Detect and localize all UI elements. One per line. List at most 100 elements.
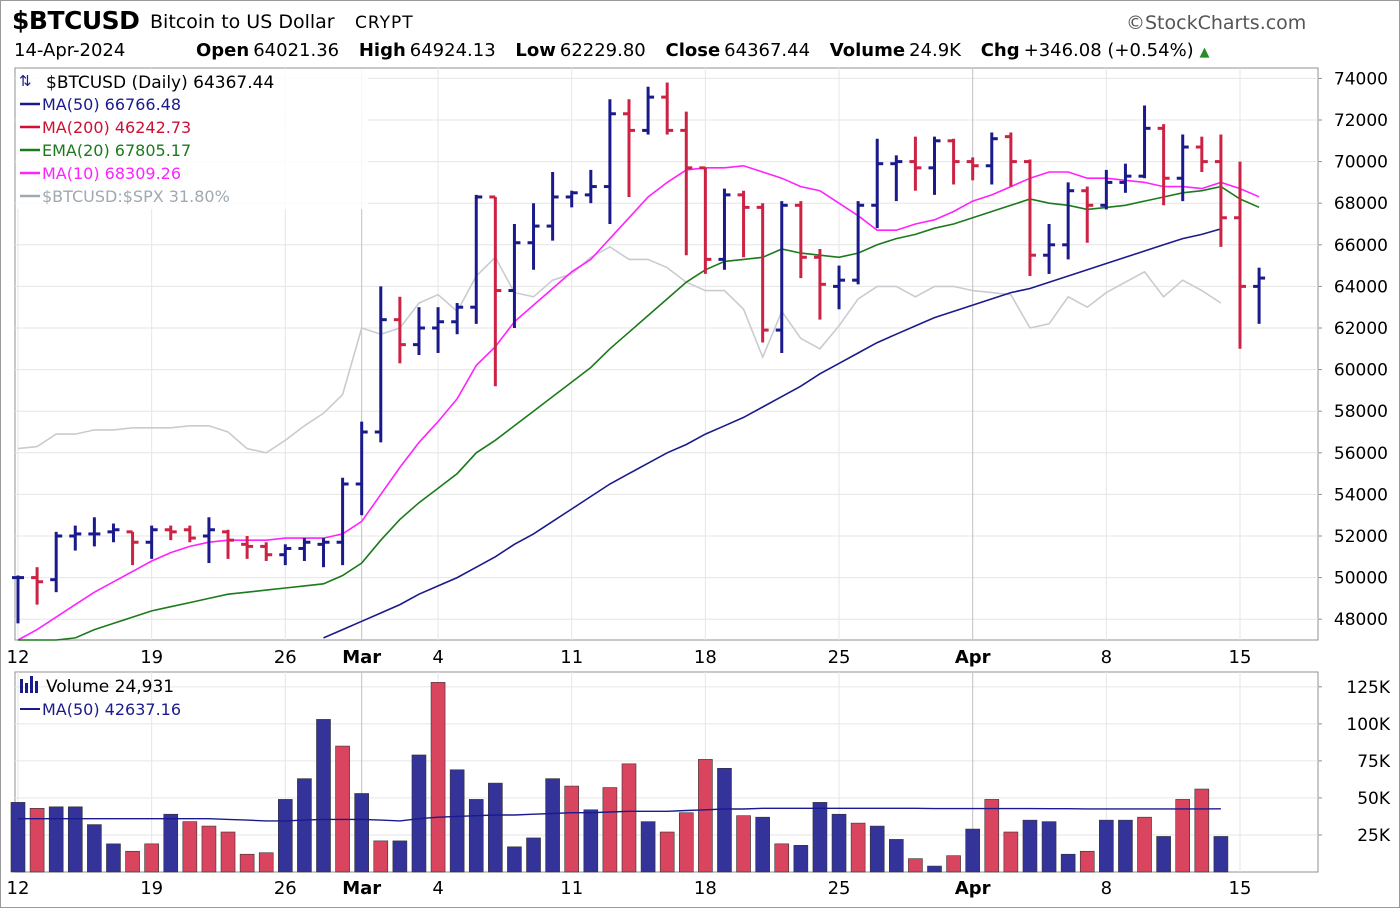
volume-bar bbox=[182, 821, 198, 873]
ohlc-bar bbox=[794, 201, 807, 279]
symbol-description: Bitcoin to US Dollar bbox=[150, 11, 335, 33]
volume-bar bbox=[468, 799, 484, 873]
price-x-tick: 18 bbox=[694, 647, 717, 668]
volume-y-tick: 75K bbox=[1357, 752, 1391, 772]
ohlc-bar bbox=[623, 99, 635, 197]
ohlc-bar bbox=[661, 82, 674, 135]
volume-bar bbox=[1175, 799, 1191, 873]
volume-bar bbox=[1060, 853, 1076, 873]
volume-panel: 25K 50K 75K 100K 125K 12 19 26 Mar 4 11 18 25 Apr 8 15… bbox=[7, 671, 1391, 899]
volume-bar bbox=[163, 813, 179, 873]
ohlc-bar bbox=[680, 111, 693, 256]
price-legend-title: $BTCUSD (Daily) 64367.44 bbox=[46, 73, 274, 93]
volume-bar bbox=[392, 840, 408, 873]
volume-bar bbox=[1022, 819, 1038, 873]
high-value: 64924.13 bbox=[409, 40, 496, 61]
volume-bar bbox=[965, 828, 980, 873]
change-value: +346.08 (+0.54%) bbox=[1023, 40, 1194, 61]
ohlc-bar bbox=[1157, 124, 1170, 206]
volume-bar bbox=[640, 821, 656, 873]
volume-bar bbox=[278, 799, 293, 873]
volume-legend-icon-bar4 bbox=[35, 681, 38, 693]
price-series--btcusd-spx bbox=[17, 245, 1222, 454]
volume-x-tick: 12 bbox=[7, 878, 30, 899]
volume-bar bbox=[545, 778, 560, 873]
price-x-tick: 26 bbox=[274, 647, 297, 668]
volume-bar bbox=[659, 831, 675, 873]
ohlc-bar bbox=[756, 203, 769, 343]
volume-bar bbox=[908, 858, 923, 873]
volume-bar bbox=[335, 745, 350, 873]
price-ohlc-bars bbox=[12, 82, 1266, 624]
ohlc-bar bbox=[584, 169, 597, 204]
low-value: 62229.80 bbox=[559, 40, 646, 61]
price-y-tick: 58000 bbox=[1334, 402, 1388, 422]
price-legend-items: MA(50) 66766.48 MA(200) 46242.73 EMA(20) 6… bbox=[20, 95, 230, 206]
ohlc-bar bbox=[145, 525, 158, 559]
price-x-tick: Apr bbox=[955, 647, 991, 668]
volume-bar bbox=[488, 782, 503, 873]
open-value: 64021.36 bbox=[253, 40, 340, 61]
price-y-tick: 52000 bbox=[1334, 527, 1388, 547]
ohlc-bar bbox=[432, 307, 445, 353]
ohlc-bar bbox=[88, 517, 101, 547]
volume-bar bbox=[1099, 819, 1114, 873]
ohlc-bar bbox=[813, 248, 826, 320]
volume-y-axis: 25K 50K 75K 100K 125K bbox=[1318, 678, 1391, 846]
volume-bar bbox=[87, 824, 102, 873]
price-legend: ⇅ $BTCUSD (Daily) 64367.44 MA(50) 66766.… bbox=[16, 69, 368, 209]
ohlc-bar bbox=[1119, 163, 1132, 193]
volume-legend-icon-bar2 bbox=[25, 683, 28, 693]
price-series-ema-20- bbox=[18, 185, 1260, 641]
ohlc-bar bbox=[642, 86, 655, 135]
volume-x-tick: 25 bbox=[828, 878, 851, 899]
copyright-icon: © bbox=[1126, 12, 1145, 34]
close-label: Close bbox=[665, 40, 721, 61]
ohlc-bar bbox=[393, 296, 406, 364]
volume-legend-icon-bar3 bbox=[30, 676, 33, 693]
ohlc-bar bbox=[31, 567, 44, 605]
volume-y-tick: 50K bbox=[1357, 789, 1391, 809]
volume-x-tick: 18 bbox=[694, 878, 717, 899]
ohlc-bar bbox=[546, 172, 559, 241]
price-x-tick: 4 bbox=[432, 647, 443, 668]
volume-bar bbox=[316, 719, 331, 873]
price-y-tick: 54000 bbox=[1334, 485, 1388, 505]
volume-x-axis: 12 19 26 Mar 4 11 18 25 Apr 8 15 bbox=[7, 878, 1252, 899]
volume-bar bbox=[507, 846, 522, 873]
ohlc-bar bbox=[1234, 161, 1246, 349]
ohlc-bar bbox=[1214, 134, 1227, 247]
price-y-tick: 60000 bbox=[1334, 361, 1388, 381]
price-y-tick: 56000 bbox=[1334, 444, 1388, 464]
volume-x-tick: 4 bbox=[432, 878, 443, 899]
volume-bar bbox=[239, 853, 255, 873]
volume-legend: Volume 24,931 MA(50) 42637.16 bbox=[20, 676, 181, 719]
volume-bar bbox=[1194, 788, 1210, 873]
brand-logo[interactable]: ©StockCharts.com bbox=[1126, 12, 1306, 34]
volume-bar bbox=[869, 825, 885, 873]
ohlc-bar bbox=[12, 575, 24, 624]
change-label: Chg bbox=[980, 40, 1020, 61]
volume-x-tick: 11 bbox=[560, 878, 583, 899]
volume-bar bbox=[717, 767, 732, 873]
high-label: High bbox=[358, 40, 406, 61]
price-x-tick: 8 bbox=[1101, 647, 1112, 668]
volume-bar bbox=[946, 855, 961, 873]
price-y-tick: 64000 bbox=[1334, 277, 1388, 297]
volume-bar bbox=[106, 843, 121, 873]
volume-bar bbox=[258, 852, 274, 873]
volume-x-tick: Mar bbox=[342, 878, 381, 899]
ohlc-bar bbox=[890, 155, 903, 202]
ohlc-bar bbox=[126, 530, 139, 566]
volume-bar bbox=[430, 682, 446, 873]
volume-bar bbox=[1213, 836, 1229, 873]
ohlc-bar bbox=[1138, 105, 1151, 179]
ohlc-bar bbox=[50, 531, 63, 593]
legend-item: $BTCUSD:$SPX 31.80% bbox=[42, 187, 230, 206]
price-y-tick: 66000 bbox=[1334, 236, 1388, 256]
brand-name: StockCharts.com bbox=[1145, 12, 1307, 34]
low-label: Low bbox=[515, 40, 556, 61]
quote-date: 14-Apr-2024 bbox=[14, 40, 126, 61]
volume-bar bbox=[411, 754, 427, 873]
ohlc-bar bbox=[1004, 132, 1017, 187]
